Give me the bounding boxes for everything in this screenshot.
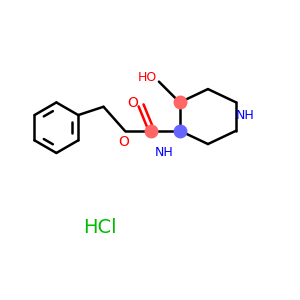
Text: NH: NH	[155, 146, 174, 160]
Text: NH: NH	[236, 109, 254, 122]
Text: HO: HO	[138, 71, 157, 84]
Text: HCl: HCl	[83, 218, 116, 237]
Text: O: O	[118, 135, 129, 149]
Text: O: O	[127, 96, 138, 110]
